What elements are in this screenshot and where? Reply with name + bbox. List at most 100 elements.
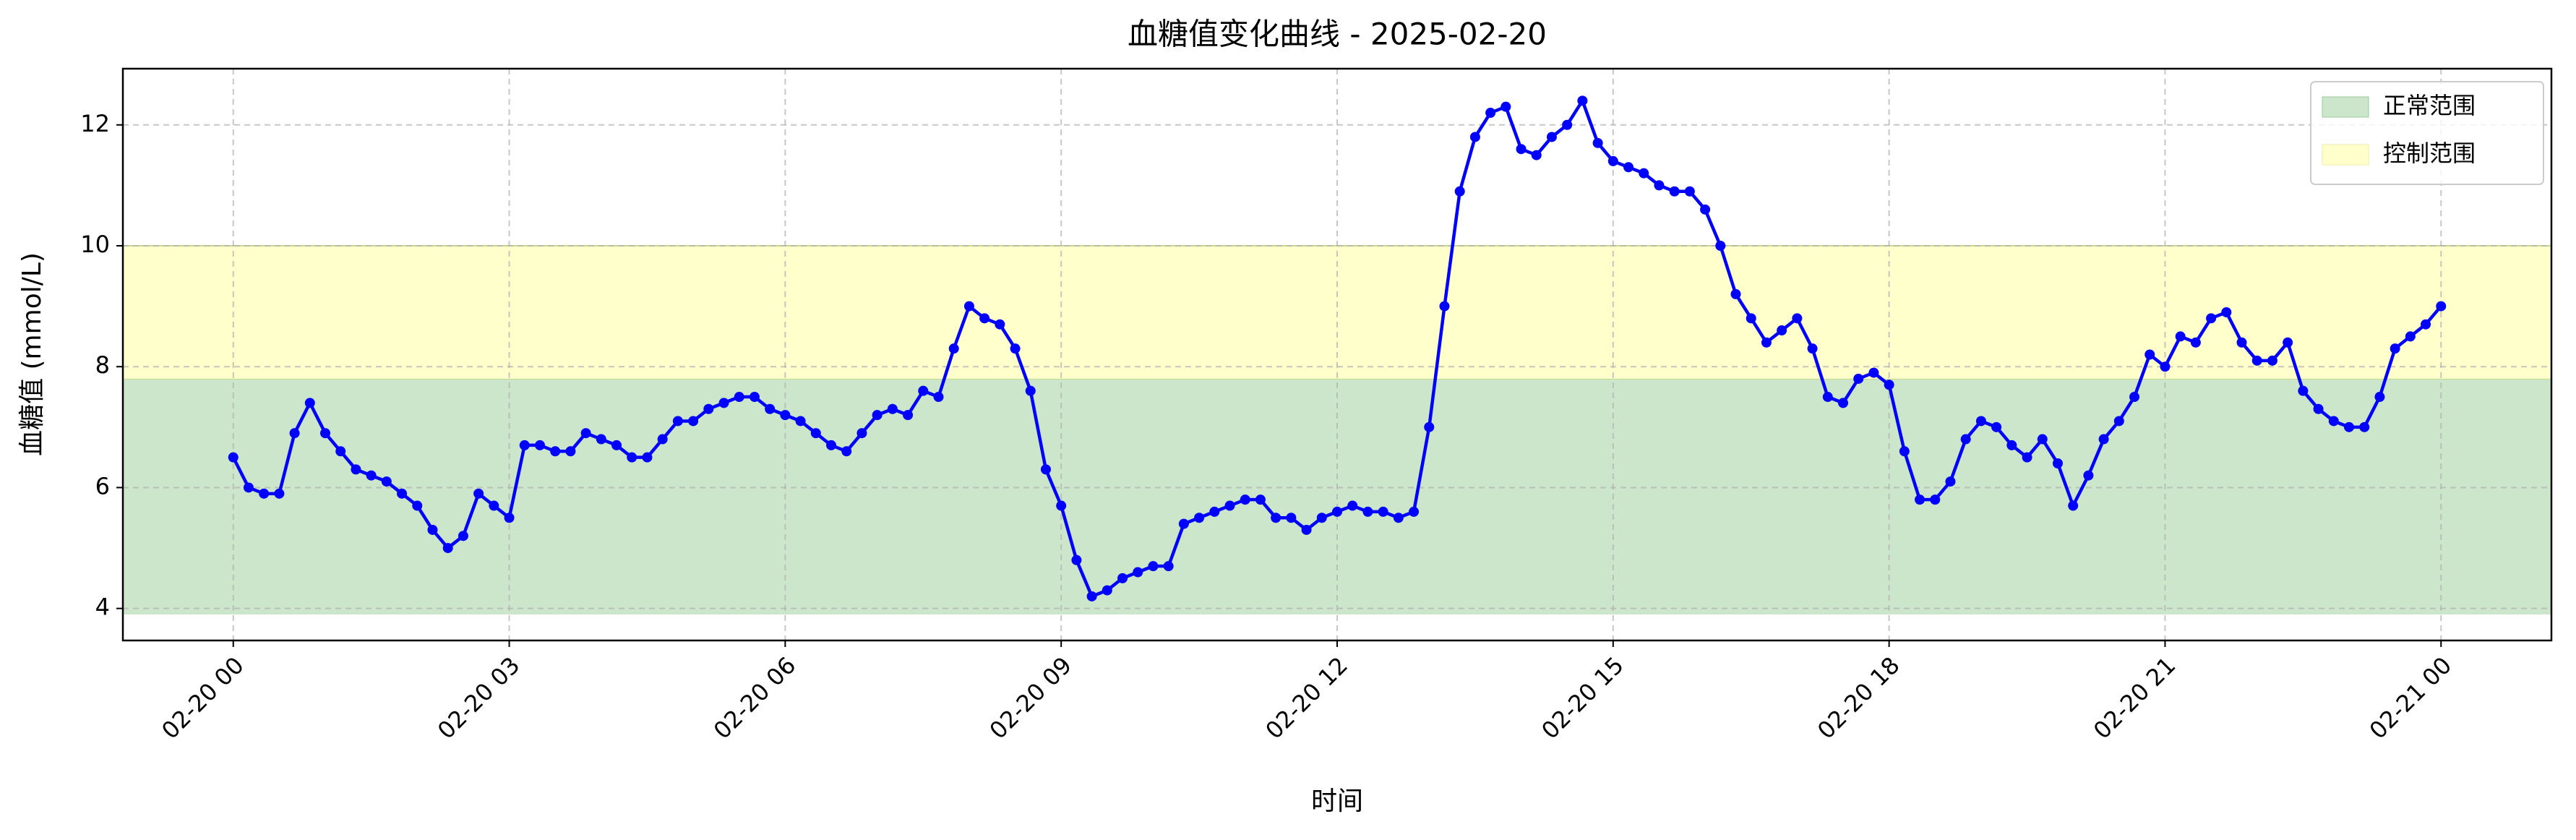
data-point <box>1761 337 1772 348</box>
data-point <box>1853 373 1864 384</box>
data-point <box>903 410 914 421</box>
data-point <box>534 440 545 450</box>
data-point <box>1975 416 1986 427</box>
data-point <box>1424 421 1435 432</box>
data-point <box>2022 452 2032 463</box>
data-point <box>933 392 944 403</box>
data-point <box>1286 513 1297 523</box>
data-point <box>519 440 530 450</box>
data-point <box>1577 95 1588 106</box>
data-point <box>580 428 591 439</box>
data-point <box>1684 186 1695 197</box>
data-point <box>979 313 990 324</box>
data-point <box>335 446 346 457</box>
data-point <box>1822 392 1833 403</box>
data-point <box>2421 319 2431 330</box>
data-point <box>826 440 836 450</box>
legend-swatch <box>2322 96 2369 118</box>
data-point <box>442 543 453 554</box>
data-point <box>397 488 408 499</box>
data-point <box>1715 240 1726 251</box>
y-axis-label: 血糖值 (mmol/L) <box>17 252 47 456</box>
plot-frame <box>121 67 2553 642</box>
data-point <box>427 524 438 535</box>
data-point <box>289 428 300 439</box>
data-point <box>2190 337 2201 348</box>
data-point <box>2236 337 2247 348</box>
data-point <box>2283 337 2293 348</box>
legend-swatch <box>2322 144 2369 166</box>
data-point <box>841 446 852 457</box>
y-tick-label: 10 <box>80 231 110 258</box>
data-point <box>228 452 239 463</box>
data-point <box>1930 494 1941 505</box>
data-point <box>1945 476 1956 487</box>
data-point <box>963 301 974 312</box>
data-point <box>1469 132 1480 142</box>
data-point <box>2390 343 2400 354</box>
data-point <box>596 434 606 445</box>
data-point <box>1639 168 1649 179</box>
data-point <box>1148 561 1159 572</box>
data-point <box>1607 155 1618 166</box>
data-point <box>1915 494 1925 505</box>
data-point <box>688 416 699 427</box>
data-point <box>734 392 744 403</box>
data-point <box>565 446 576 457</box>
x-axis-label: 时间 <box>1311 787 1363 816</box>
data-point <box>765 403 776 414</box>
data-point <box>1224 500 1235 511</box>
data-point <box>320 428 330 439</box>
data-point <box>2436 301 2447 312</box>
data-point <box>1838 398 1848 408</box>
data-point <box>1133 567 1143 578</box>
data-point <box>642 452 653 463</box>
data-point <box>1485 108 1496 119</box>
data-point <box>1194 513 1205 523</box>
data-point <box>1071 554 1082 565</box>
data-point <box>1546 132 1557 142</box>
data-point <box>381 476 392 487</box>
data-point <box>1730 288 1741 299</box>
data-point <box>1240 494 1250 505</box>
data-point <box>718 398 729 408</box>
data-point <box>657 434 668 445</box>
data-point <box>1102 585 1112 596</box>
data-point <box>1040 464 1051 475</box>
data-point <box>1700 204 1711 215</box>
data-point <box>1439 301 1450 312</box>
data-point <box>1884 380 1894 390</box>
data-point <box>2083 470 2094 481</box>
data-point <box>259 488 270 499</box>
data-point <box>304 398 315 408</box>
data-point <box>2098 434 2109 445</box>
data-point <box>1347 500 1358 511</box>
data-point <box>2374 392 2385 403</box>
data-point <box>1516 144 1527 155</box>
data-point <box>274 488 285 499</box>
data-point <box>1409 506 1420 517</box>
data-point <box>948 343 959 354</box>
data-point <box>2052 458 2063 469</box>
data-point <box>1163 561 1174 572</box>
y-tick-label: 6 <box>95 472 110 500</box>
data-point <box>2160 361 2171 372</box>
legend-label: 控制范围 <box>2383 140 2476 167</box>
data-point <box>1868 367 1879 378</box>
data-point <box>1271 513 1281 523</box>
data-point <box>2344 421 2354 432</box>
data-point <box>1500 101 1511 112</box>
data-point <box>351 464 361 475</box>
data-point <box>2144 349 2155 360</box>
data-point <box>780 410 791 421</box>
data-point <box>1562 119 1573 130</box>
data-point <box>1056 500 1067 511</box>
data-point <box>1117 573 1128 583</box>
data-point <box>672 416 683 427</box>
data-point <box>2175 331 2186 342</box>
data-point <box>1960 434 1971 445</box>
data-point <box>489 500 499 511</box>
data-point <box>2068 500 2079 511</box>
data-point <box>810 428 821 439</box>
